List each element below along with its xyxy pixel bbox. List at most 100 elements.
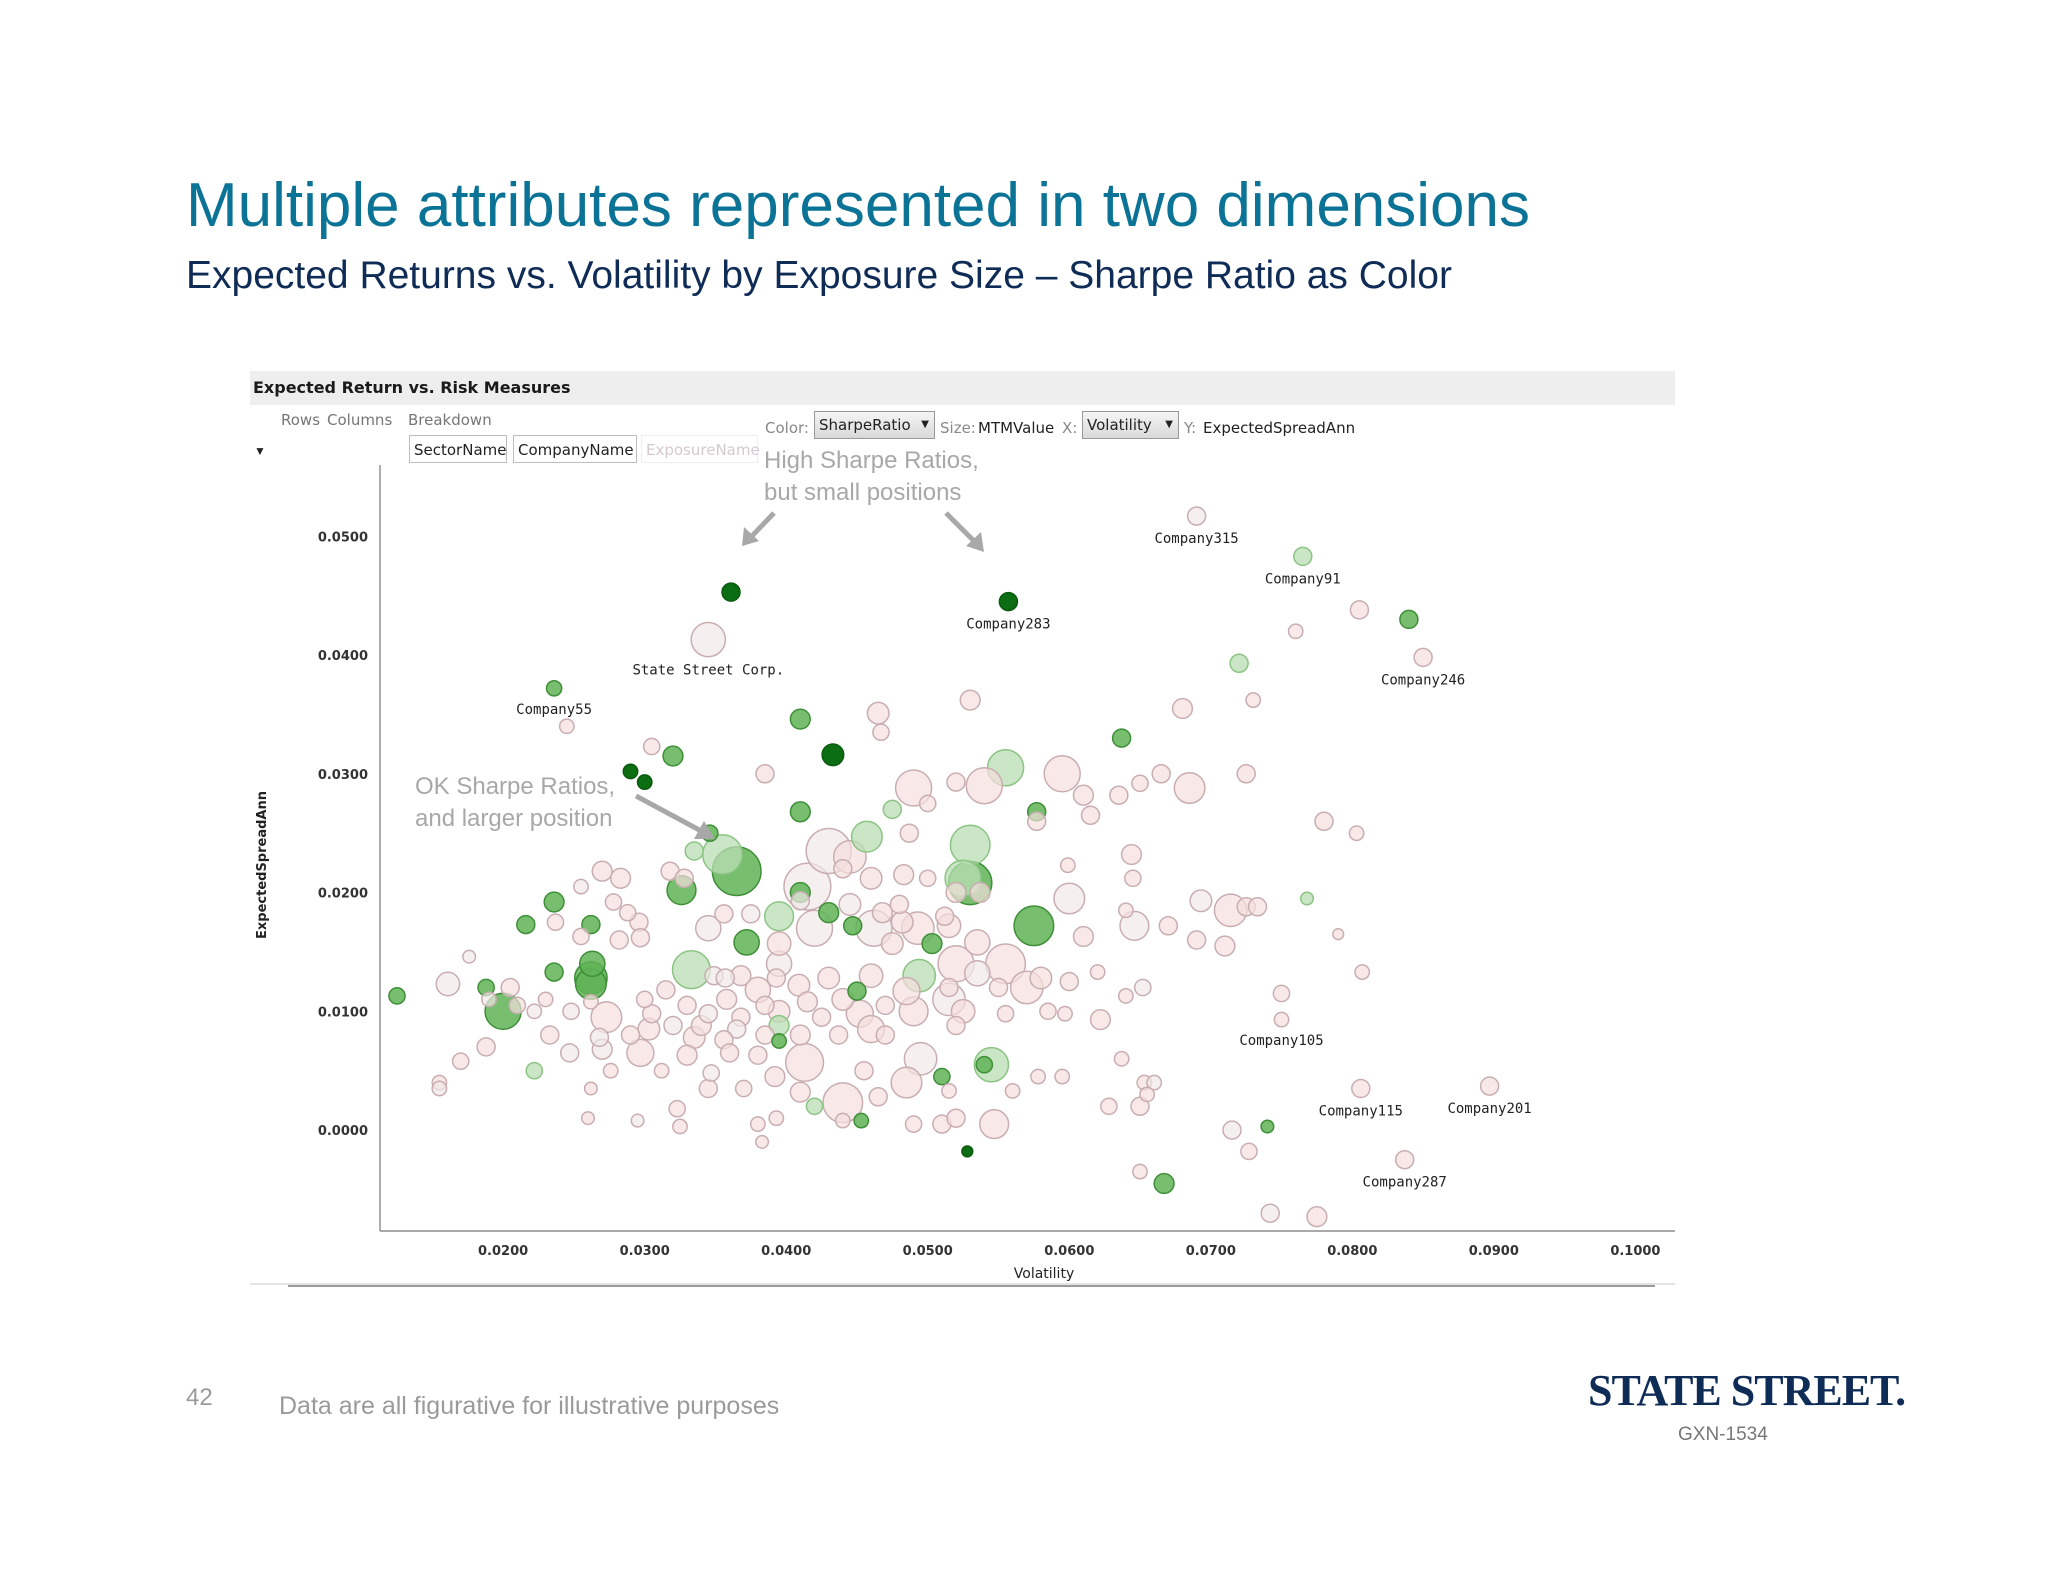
bubble[interactable]: [961, 1145, 974, 1158]
bubble[interactable]: [525, 1061, 544, 1080]
bubble[interactable]: [609, 867, 632, 889]
bubble[interactable]: [1240, 1142, 1258, 1161]
bubble[interactable]: [1026, 811, 1047, 832]
bubble[interactable]: [500, 977, 520, 998]
bubble[interactable]: [388, 987, 406, 1005]
bubble[interactable]: [755, 764, 775, 784]
bubble[interactable]: [784, 1042, 825, 1083]
bubble[interactable]: [431, 1080, 448, 1097]
bubble[interactable]: [875, 1025, 896, 1045]
bubble[interactable]: [959, 689, 981, 711]
bubble[interactable]: [1109, 785, 1129, 805]
bubble[interactable]: [1287, 623, 1304, 640]
bubble[interactable]: [508, 996, 527, 1015]
breadcrumb-sectorname[interactable]: SectorName: [409, 435, 507, 463]
bubble[interactable]: [963, 929, 991, 956]
bubble[interactable]: [540, 1025, 560, 1045]
bubble[interactable]: [853, 1112, 870, 1129]
bubble[interactable]: [918, 869, 937, 888]
bubble[interactable]: [1089, 964, 1106, 981]
bubble[interactable]: [1348, 825, 1365, 842]
bubble[interactable]: [1133, 978, 1152, 997]
bubble[interactable]: [939, 977, 959, 998]
bubble[interactable]: [871, 902, 894, 924]
bubble[interactable]: [1120, 843, 1143, 866]
bubble[interactable]: [996, 1004, 1015, 1023]
bubble[interactable]: [858, 963, 884, 989]
bubble[interactable]: [1053, 882, 1086, 915]
bubble[interactable]: [1113, 1050, 1130, 1067]
bubble[interactable]: [578, 950, 606, 978]
bubble[interactable]: [890, 910, 914, 934]
color-select[interactable]: SharpeRatio ▼: [814, 411, 935, 439]
bubble[interactable]: [850, 820, 883, 853]
bubble[interactable]: [573, 878, 589, 895]
bubble[interactable]: [1299, 891, 1315, 906]
bubble[interactable]: [847, 981, 867, 1001]
bubble[interactable]: [580, 1111, 596, 1126]
bubble[interactable]: [833, 859, 853, 879]
bubble[interactable]: [1332, 927, 1345, 941]
bubble[interactable]: [741, 904, 761, 924]
bubble[interactable]: [1089, 1008, 1112, 1031]
bubble[interactable]: [766, 968, 787, 988]
bubble[interactable]: [572, 927, 590, 946]
bubble[interactable]: [918, 794, 937, 813]
bubble[interactable]: [726, 1019, 747, 1039]
bubble-company115[interactable]: [1351, 1078, 1371, 1099]
breadcrumb-exposurename[interactable]: ExposureName: [641, 435, 760, 463]
bubble[interactable]: [859, 866, 883, 890]
bubble[interactable]: [1189, 889, 1213, 913]
bubble[interactable]: [715, 968, 736, 988]
bubble[interactable]: [1057, 1005, 1073, 1022]
bubble[interactable]: [1013, 905, 1055, 947]
bubble[interactable]: [583, 1081, 598, 1096]
bubble[interactable]: [562, 1002, 580, 1021]
tab-columns[interactable]: Columns: [327, 411, 393, 429]
bubble[interactable]: [921, 932, 943, 955]
bubble[interactable]: [817, 966, 841, 990]
bubble[interactable]: [1029, 966, 1053, 990]
bubble[interactable]: [674, 868, 695, 889]
bubble[interactable]: [1399, 609, 1419, 630]
bubble[interactable]: [671, 950, 712, 990]
bubble-company105[interactable]: [1273, 1011, 1290, 1028]
bubble[interactable]: [868, 1087, 888, 1107]
bubble[interactable]: [698, 1078, 719, 1099]
bubble[interactable]: [581, 914, 601, 935]
bubble-company315[interactable]: [1186, 506, 1207, 526]
bubble[interactable]: [672, 1118, 688, 1135]
bubble[interactable]: [975, 1055, 994, 1074]
bubble[interactable]: [979, 1108, 1010, 1140]
bubble[interactable]: [875, 995, 896, 1016]
bubble[interactable]: [676, 1044, 698, 1066]
bubble[interactable]: [694, 914, 722, 942]
bubble[interactable]: [626, 1038, 655, 1068]
bubble[interactable]: [764, 1065, 786, 1088]
bubble[interactable]: [946, 772, 966, 792]
bubble[interactable]: [882, 799, 903, 820]
bubble[interactable]: [1151, 764, 1171, 784]
bubble[interactable]: [1153, 1172, 1175, 1195]
bubble[interactable]: [789, 708, 811, 730]
bubble[interactable]: [451, 1052, 470, 1071]
bubble[interactable]: [656, 980, 676, 1000]
bubble[interactable]: [892, 976, 921, 1006]
bubble[interactable]: [462, 949, 477, 964]
bubble[interactable]: [1072, 784, 1095, 806]
bubble[interactable]: [622, 763, 639, 780]
breadcrumb-companyname[interactable]: CompanyName: [513, 435, 637, 463]
bubble[interactable]: [1080, 805, 1101, 826]
bubble[interactable]: [1245, 692, 1262, 709]
bubble[interactable]: [1132, 1163, 1148, 1180]
bubble[interactable]: [698, 1003, 719, 1024]
bubble[interactable]: [904, 1115, 923, 1133]
bubble[interactable]: [604, 893, 623, 911]
bubble[interactable]: [965, 766, 1004, 805]
bubble[interactable]: [1030, 1068, 1047, 1085]
bubble[interactable]: [796, 991, 819, 1013]
bubble[interactable]: [880, 932, 904, 956]
bubble[interactable]: [609, 930, 629, 950]
bubble[interactable]: [828, 1025, 849, 1045]
bubble[interactable]: [1236, 764, 1256, 784]
